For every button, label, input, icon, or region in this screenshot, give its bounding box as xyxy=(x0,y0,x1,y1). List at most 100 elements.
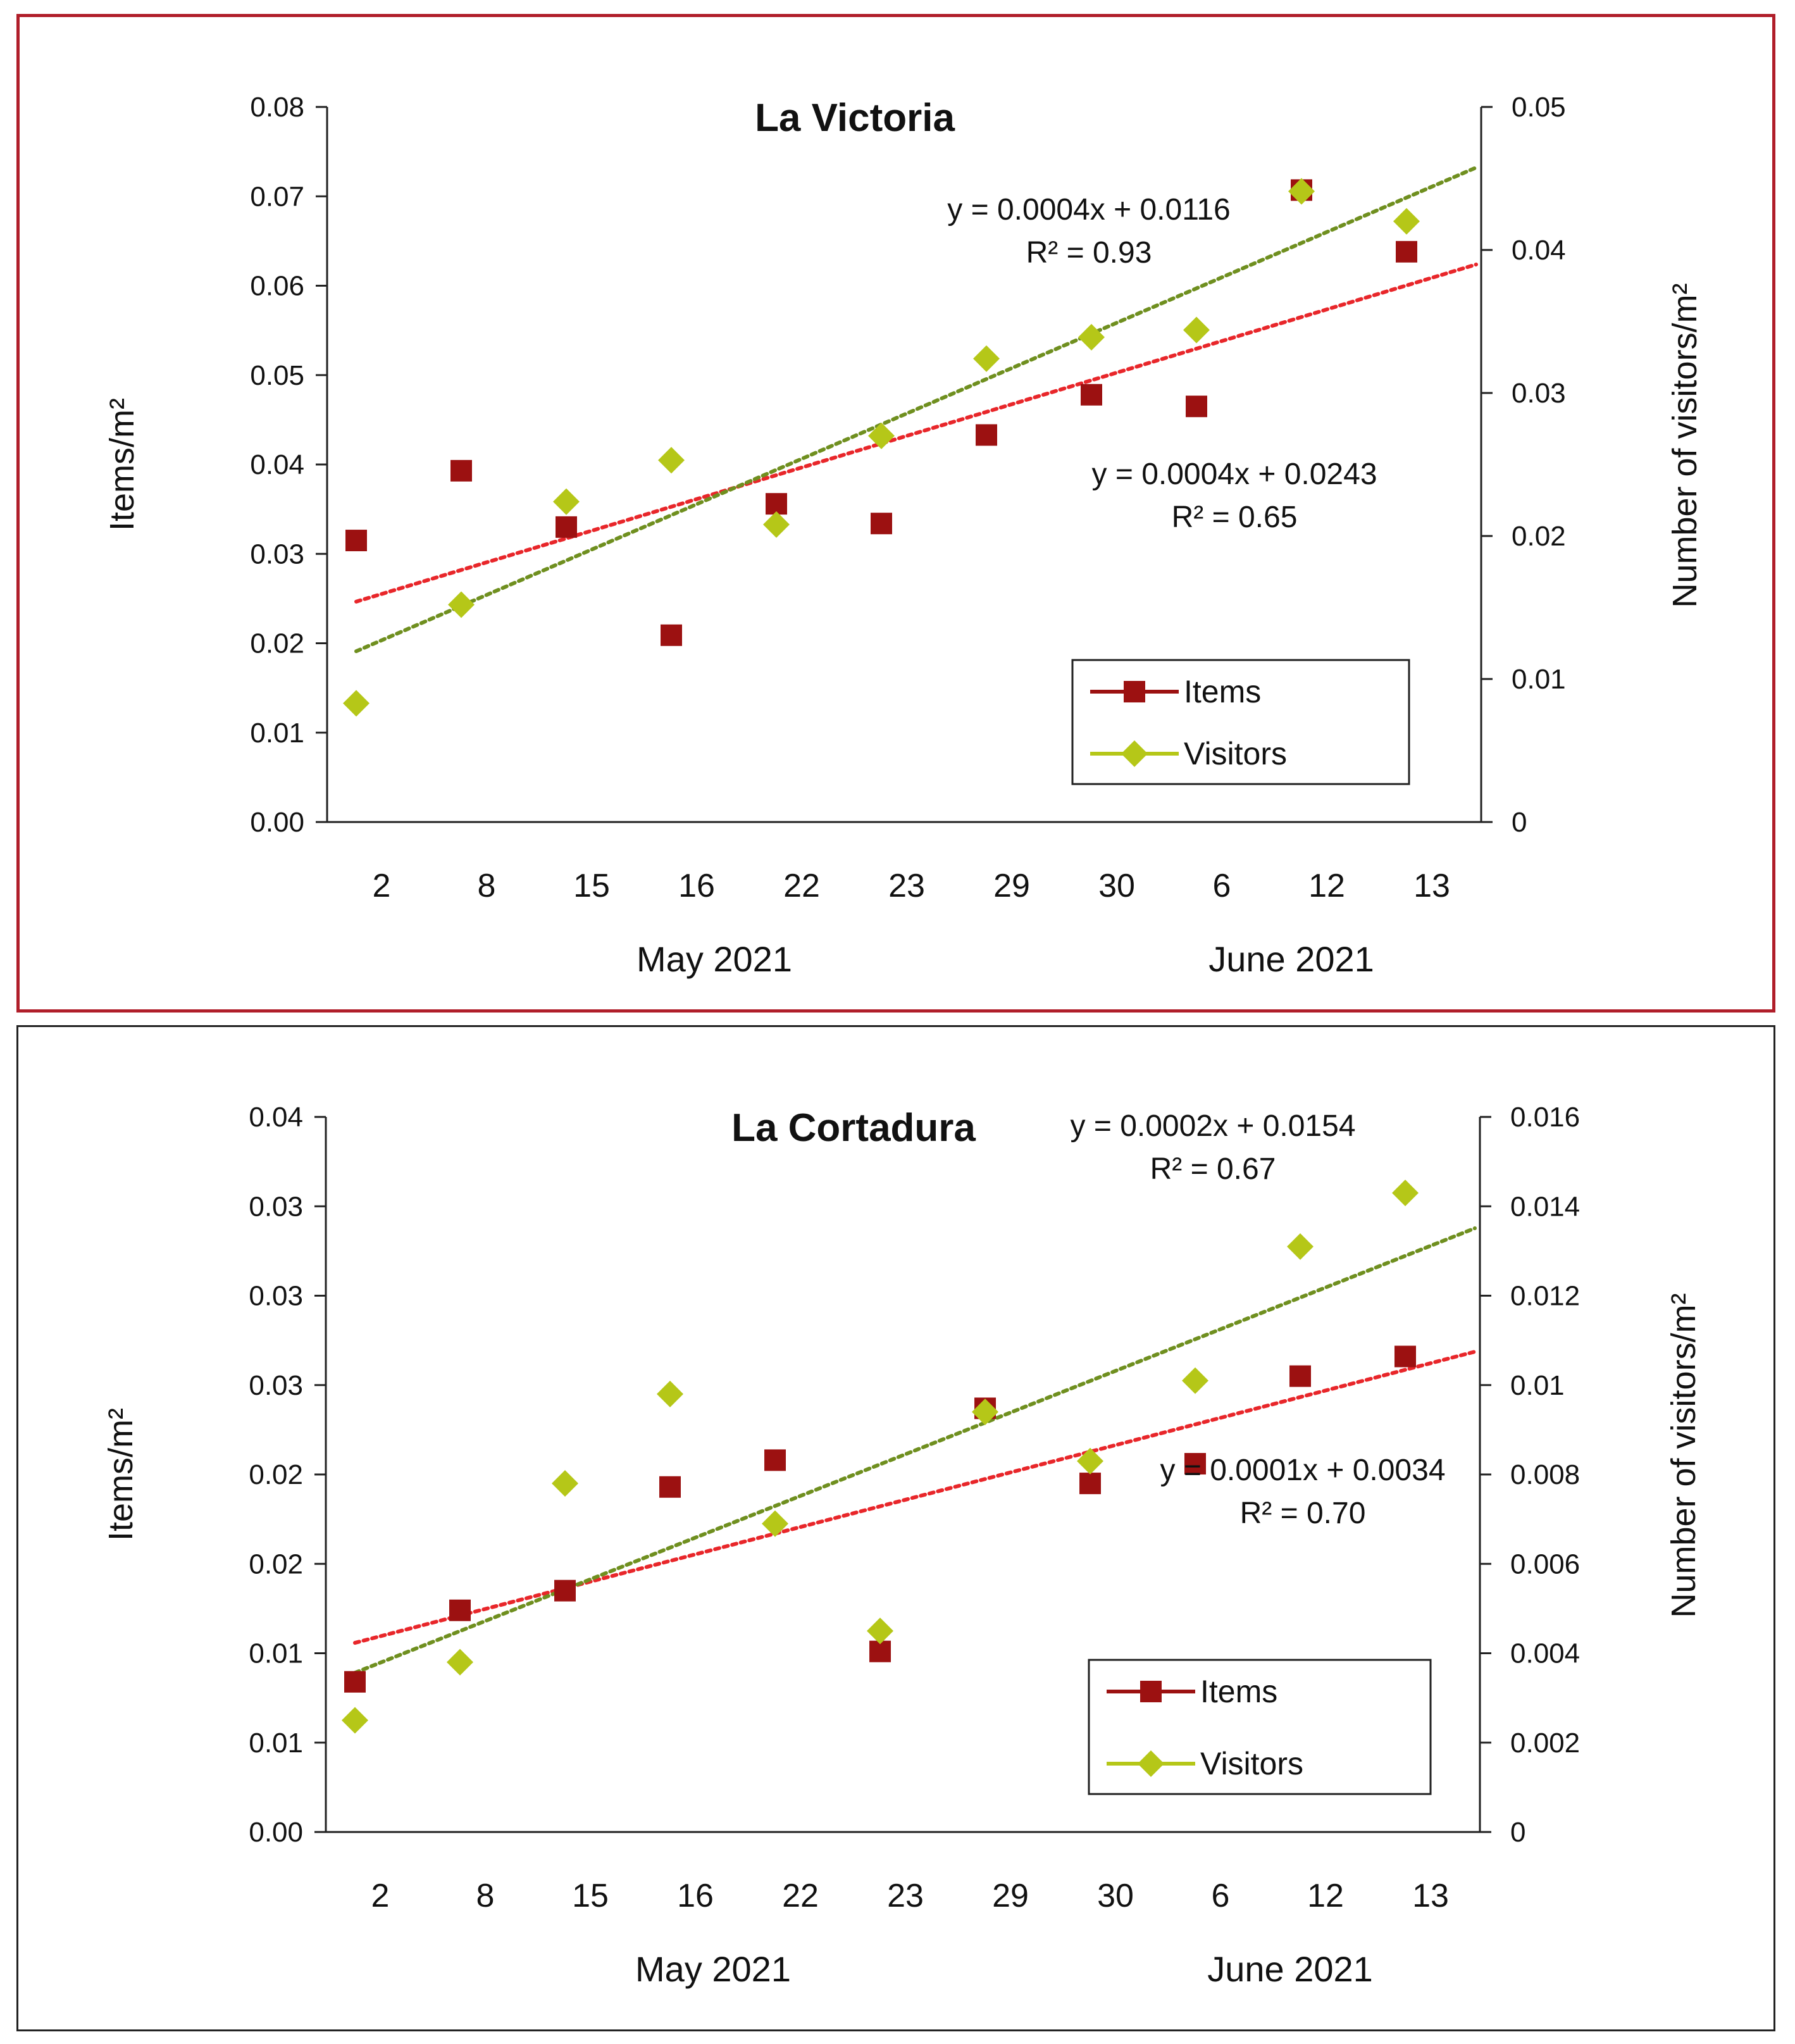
left-y-tick-label: 0.03 xyxy=(249,1370,303,1401)
x-tick-label: 23 xyxy=(887,1878,924,1914)
x-tick-label: 22 xyxy=(782,1878,819,1914)
right-y-tick-label: 0.04 xyxy=(1512,235,1566,266)
marker-items xyxy=(449,1599,471,1621)
trendline-equation-visitors: y = 0.0001x + 0.0034 xyxy=(1160,1454,1445,1487)
right-y-tick-label: 0.002 xyxy=(1510,1728,1580,1759)
legend-box xyxy=(1071,659,1410,785)
legend-label: Visitors xyxy=(1184,736,1287,771)
x-tick-label: 30 xyxy=(1097,1878,1134,1914)
trendline-equation-items: y = 0.0002x + 0.0154 xyxy=(1070,1109,1355,1143)
left-y-tick-label: 0.03 xyxy=(249,1191,303,1222)
marker-visitors xyxy=(342,1707,368,1734)
left-y-tick-label: 0.06 xyxy=(250,271,304,302)
marker-visitors xyxy=(448,591,475,618)
left-y-tick-label: 0.02 xyxy=(249,1459,303,1490)
legend-item-items: Items xyxy=(1090,674,1261,709)
right-y-tick-label: 0.006 xyxy=(1510,1549,1580,1580)
month-label: May 2021 xyxy=(637,939,792,979)
chart-panel-la-victoria: 0.00 0.01 0.02 0.03 0.04 0.05 0.06 0.07 0.08 0 0.0… xyxy=(16,14,1775,1013)
right-axis-title: Number of visitors/m² xyxy=(1666,283,1704,608)
x-tick-label: 13 xyxy=(1412,1878,1449,1914)
marker-items xyxy=(659,1476,681,1498)
right-y-tick-label: 0.016 xyxy=(1510,1102,1580,1133)
left-y-tick-label: 0.01 xyxy=(250,718,304,749)
chart-panel-la-cortadura: 0.00 0.01 0.01 0.02 0.02 0.03 0.03 0.03 0.04 0 0.0… xyxy=(16,1025,1775,2031)
legend-item-items: Items xyxy=(1107,1674,1277,1709)
legend: Items Visitors xyxy=(1088,1659,1432,1795)
chart-la-victoria: 0.00 0.01 0.02 0.03 0.04 0.05 0.06 0.07 0.08 0 0.0… xyxy=(103,92,1704,979)
x-tick-label: 13 xyxy=(1413,868,1450,904)
trendline-equation-items: y = 0.0004x + 0.0243 xyxy=(1091,458,1377,491)
marker-items xyxy=(869,1640,891,1662)
x-tick-label: 8 xyxy=(476,1878,495,1914)
left-y-tick-label: 0.04 xyxy=(250,449,304,480)
legend-item-visitors: Visitors xyxy=(1090,736,1287,771)
marker-visitors xyxy=(763,511,790,538)
x-tick-label: 30 xyxy=(1098,868,1135,904)
x-tick-label: 22 xyxy=(783,868,820,904)
legend-label: Visitors xyxy=(1200,1746,1303,1781)
x-tick-label: 12 xyxy=(1308,868,1345,904)
marker-visitors xyxy=(1077,1447,1103,1474)
chart-la-cortadura: 0.00 0.01 0.01 0.02 0.02 0.03 0.03 0.03 0.04 0 0.0… xyxy=(102,1102,1703,1989)
legend: Items Visitors xyxy=(1071,659,1410,785)
left-y-tick-label: 0.01 xyxy=(249,1638,303,1669)
right-y-tick-label: 0.004 xyxy=(1510,1638,1580,1669)
marker-items xyxy=(1289,1365,1311,1387)
left-y-tick-label: 0.00 xyxy=(249,1817,303,1848)
right-y-tick-label: 0.01 xyxy=(1512,664,1566,695)
marker-visitors xyxy=(762,1510,788,1537)
marker-visitors xyxy=(1078,323,1105,351)
legend-marker-diamond xyxy=(1121,740,1148,767)
marker-visitors xyxy=(972,1399,998,1426)
marker-visitors xyxy=(1183,316,1210,344)
trendline-r2-visitors: R² = 0.70 xyxy=(1240,1497,1366,1530)
trendline-items xyxy=(354,262,1478,604)
x-tick-label: 16 xyxy=(678,868,715,904)
x-tick-label: 12 xyxy=(1307,1878,1344,1914)
marker-visitors xyxy=(1392,1180,1419,1207)
left-y-tick-label: 0.02 xyxy=(249,1549,303,1580)
x-tick-label: 29 xyxy=(992,1878,1029,1914)
marker-items xyxy=(1394,1345,1416,1368)
marker-visitors xyxy=(1393,208,1420,235)
marker-items xyxy=(556,516,577,538)
right-y-tick-label: 0 xyxy=(1512,807,1527,838)
marker-visitors xyxy=(1182,1367,1208,1394)
x-tick-label: 16 xyxy=(677,1878,714,1914)
marker-visitors xyxy=(973,345,1000,372)
legend-label: Items xyxy=(1184,674,1261,709)
marker-items xyxy=(1079,1473,1101,1495)
trendline-visitors xyxy=(353,1226,1477,1675)
x-tick-label: 6 xyxy=(1213,868,1231,904)
left-y-tick-label: 0.07 xyxy=(250,181,304,212)
trendline-equation-visitors: y = 0.0004x + 0.0116 xyxy=(947,193,1230,227)
left-y-tick-label: 0.03 xyxy=(250,539,304,570)
right-axis-title: Number of visitors/m² xyxy=(1665,1293,1703,1617)
right-y-tick-label: 0.05 xyxy=(1512,92,1566,123)
marker-items xyxy=(764,1449,786,1471)
chart-title: La Cortadura xyxy=(731,1106,976,1150)
x-tick-label: 6 xyxy=(1212,1878,1230,1914)
marker-items xyxy=(1186,396,1207,418)
marker-items xyxy=(554,1580,576,1602)
x-tick-label: 29 xyxy=(993,868,1030,904)
left-y-tick-label: 0.05 xyxy=(250,360,304,391)
left-y-tick-label: 0.03 xyxy=(249,1281,303,1312)
trendline-items xyxy=(353,1350,1477,1645)
marker-items xyxy=(1184,1453,1206,1475)
left-y-tick-label: 0.04 xyxy=(249,1102,303,1133)
left-y-tick-label: 0.08 xyxy=(250,92,304,123)
month-label: May 2021 xyxy=(635,1949,791,1989)
legend-marker-diamond xyxy=(1138,1750,1164,1777)
right-y-tick-label: 0.012 xyxy=(1510,1281,1580,1312)
chart-title: La Victoria xyxy=(755,96,955,140)
right-y-tick-label: 0.01 xyxy=(1510,1370,1565,1401)
right-y-tick-label: 0.03 xyxy=(1512,378,1566,409)
marker-visitors xyxy=(657,1380,683,1407)
marker-items xyxy=(1081,383,1102,406)
right-y-tick-label: 0.008 xyxy=(1510,1459,1580,1490)
trendline-r2-visitors: R² = 0.93 xyxy=(1026,236,1152,270)
marker-visitors xyxy=(658,447,685,474)
marker-items xyxy=(344,1671,366,1693)
